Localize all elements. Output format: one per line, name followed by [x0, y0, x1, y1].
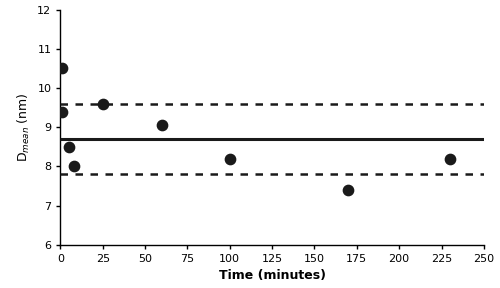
Point: [65, 145, 73, 149]
Point: [58, 66, 66, 71]
Point: [344, 188, 352, 192]
Point: [158, 123, 166, 128]
Point: [58, 109, 66, 114]
Point: [98, 101, 106, 106]
Point: [446, 156, 454, 161]
Point: [70, 164, 78, 169]
Y-axis label: D$_{mean}$ (nm): D$_{mean}$ (nm): [16, 92, 32, 162]
X-axis label: Time (minutes): Time (minutes): [218, 270, 326, 283]
Point: [226, 156, 234, 161]
